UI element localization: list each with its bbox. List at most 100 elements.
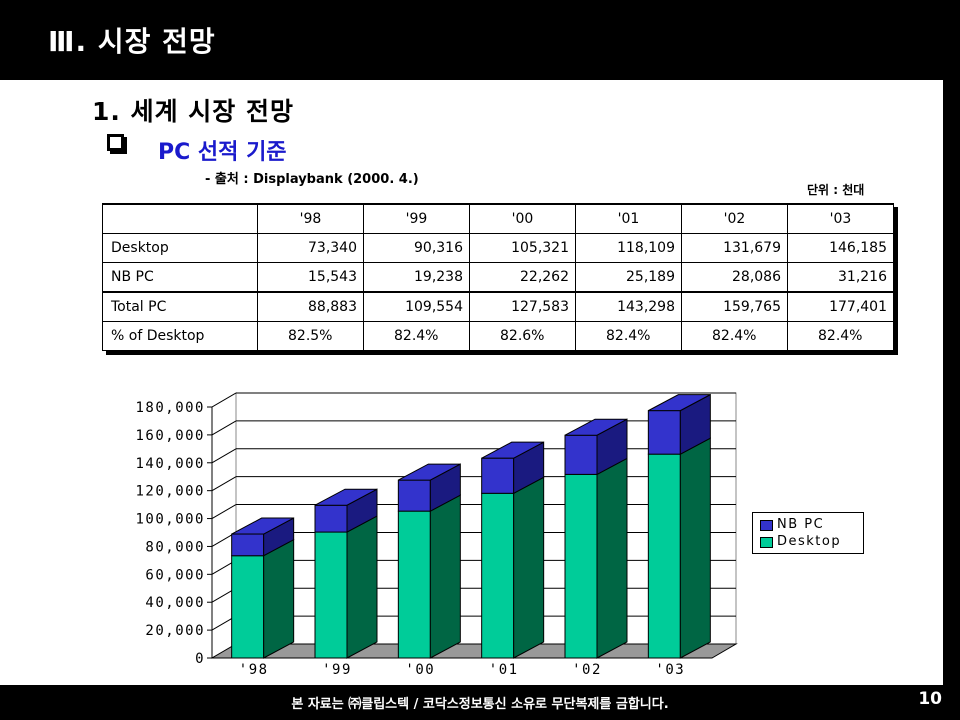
- table-cell: 82.4%: [363, 321, 470, 351]
- table-header-row: '98 '99 '00 '01 '02 '03: [102, 203, 894, 234]
- y-tick-label: 20,000: [145, 623, 205, 639]
- bar-side: [263, 538, 295, 659]
- gridline-side: [211, 476, 237, 492]
- table-header-cell: [102, 203, 258, 234]
- bar-front: [314, 504, 348, 533]
- table-header-cell: '02: [681, 203, 788, 234]
- bar-side: [429, 494, 461, 659]
- x-tick-label: '99: [322, 662, 352, 678]
- row-label: Total PC: [102, 291, 258, 322]
- y-tick-label: 140,000: [135, 456, 205, 472]
- shipment-bar-chart: 0 20,000 40,000 60,000 80,000 100,000 120,000 1…: [135, 392, 738, 678]
- table-cell: 73,340: [257, 233, 364, 263]
- table-cell: 19,238: [363, 262, 470, 293]
- table-cell: 15,543: [257, 262, 364, 293]
- gridline-side: [211, 420, 237, 436]
- bar-top: [648, 394, 711, 412]
- bar-front: [231, 555, 265, 659]
- table-cell: 131,679: [681, 233, 788, 263]
- shipment-table: '98 '99 '00 '01 '02 '03 Desktop 73,340 9…: [102, 203, 894, 351]
- bar-segment: [564, 418, 628, 476]
- bar-segment: [314, 515, 378, 659]
- footer-bar: [0, 685, 960, 720]
- table-header-cell: '03: [787, 203, 894, 234]
- table-row: Total PC 88,883 109,554 127,583 143,298 …: [102, 291, 894, 322]
- bar-top: [231, 517, 294, 535]
- chart-legend: NB PC Desktop: [752, 512, 864, 554]
- bar-top: [564, 418, 628, 436]
- bar-segment: [647, 393, 711, 455]
- bar-top: [398, 463, 461, 481]
- table-cell: 105,321: [469, 233, 576, 263]
- table-row: % of Desktop 82.5% 82.4% 82.6% 82.4% 82.…: [102, 321, 894, 351]
- gridline-side: [211, 448, 237, 464]
- table-header-cell: '99: [363, 203, 470, 234]
- bar-segment: [397, 463, 461, 512]
- bar-segment: [397, 494, 461, 659]
- bar-front: [564, 473, 598, 659]
- gridline-side: [211, 392, 237, 408]
- page-title: Ⅲ. 시장 전망: [48, 25, 216, 58]
- source-note: - 출처 : Displaybank (2000. 4.): [205, 172, 419, 187]
- x-tick-label: '00: [405, 662, 435, 678]
- y-tick-label: 40,000: [145, 595, 205, 611]
- bar-front: [647, 410, 681, 455]
- bar-front: [397, 479, 431, 512]
- row-label: NB PC: [102, 262, 258, 293]
- bar-segment: [647, 437, 711, 659]
- bar-front: [481, 457, 515, 494]
- table-header-cell: '00: [469, 203, 576, 234]
- copyright-text: 본 자료는 ㈜클립스텍 / 코닥스정보통신 소유로 무단복제를 금합니다.: [291, 697, 669, 712]
- bar-front: [397, 510, 431, 659]
- y-tick-label: 60,000: [145, 567, 205, 583]
- bar-side: [679, 437, 711, 659]
- table-cell: 88,883: [257, 291, 364, 322]
- legend-label: Desktop: [777, 534, 842, 549]
- bar-front: [314, 531, 348, 659]
- table-header-cell: '01: [575, 203, 682, 234]
- x-tick-label: '98: [239, 662, 269, 678]
- checkbox-bullet-icon: [107, 134, 124, 151]
- x-tick-label: '02: [572, 662, 602, 678]
- table-cell: 28,086: [681, 262, 788, 293]
- table-cell: 146,185: [787, 233, 894, 263]
- legend-swatch: [760, 537, 773, 548]
- table-cell: 31,216: [787, 262, 894, 293]
- bar-segment: [481, 441, 545, 495]
- bar-segment: [231, 538, 295, 659]
- table-cell: 118,109: [575, 233, 682, 263]
- table-cell: 177,401: [787, 291, 894, 322]
- title-bar: [0, 0, 960, 80]
- bar-segment: [481, 476, 545, 659]
- table-cell: 82.4%: [575, 321, 682, 351]
- table-cell: 82.5%: [257, 321, 364, 351]
- table-cell: 82.4%: [681, 321, 788, 351]
- bar-front: [481, 492, 515, 659]
- x-tick-label: '03: [655, 662, 685, 678]
- y-tick-label: 80,000: [145, 539, 205, 555]
- table-cell: 109,554: [363, 291, 470, 322]
- bar-side: [596, 457, 628, 659]
- bar-top: [481, 441, 544, 459]
- x-tick-label: '01: [489, 662, 519, 678]
- table-cell: 82.6%: [469, 321, 576, 351]
- table-header-cell: '98: [257, 203, 364, 234]
- unit-note: 단위 : 천대: [807, 183, 865, 197]
- section-title: 1. 세계 시장 전망: [92, 97, 295, 126]
- y-tick-label: 100,000: [135, 512, 205, 528]
- table-cell: 90,316: [363, 233, 470, 263]
- bar-front: [231, 533, 265, 557]
- row-label: Desktop: [102, 233, 258, 263]
- table-cell: 127,583: [469, 291, 576, 322]
- bar-front: [564, 434, 598, 475]
- section-subtitle: PC 선적 기준: [158, 140, 287, 165]
- table-row: NB PC 15,543 19,238 22,262 25,189 28,086…: [102, 262, 894, 293]
- bar-top: [314, 488, 378, 506]
- row-label: % of Desktop: [102, 321, 258, 351]
- table-cell: 143,298: [575, 291, 682, 322]
- table-cell: 25,189: [575, 262, 682, 293]
- legend-swatch: [760, 520, 773, 531]
- gridline-side: [211, 504, 237, 519]
- bar-front: [647, 453, 681, 659]
- table-row: Desktop 73,340 90,316 105,321 118,109 13…: [102, 233, 894, 263]
